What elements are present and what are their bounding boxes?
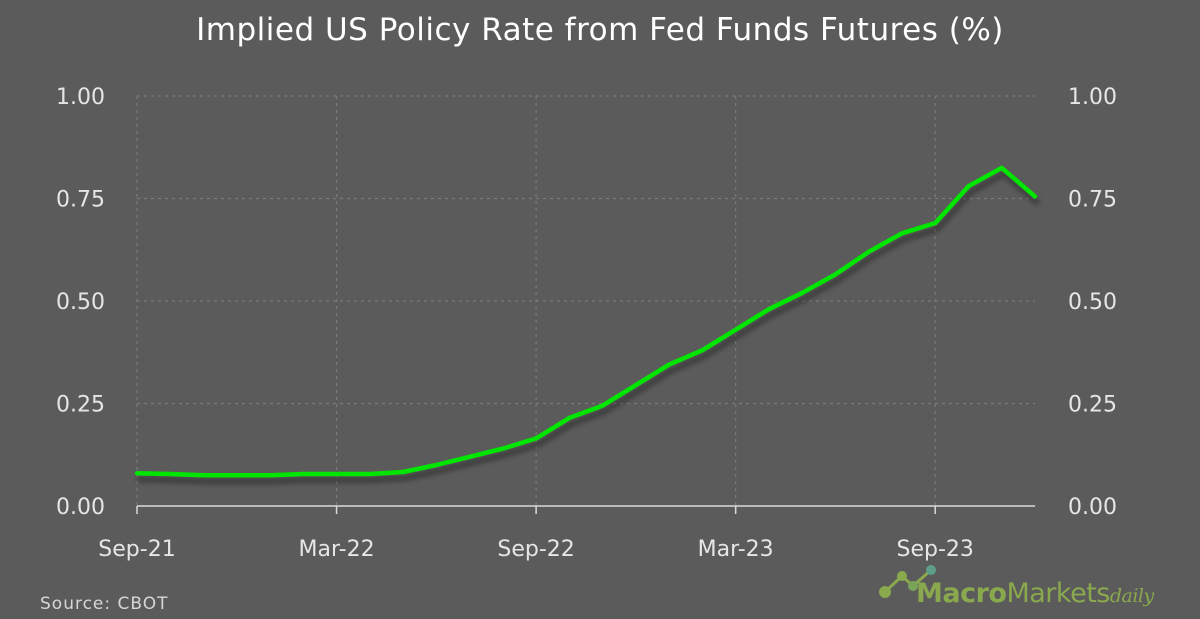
x-tick-label: Mar-23 — [698, 537, 774, 562]
brand-markets: Markets — [1006, 578, 1110, 609]
y-tick-label-right: 1.00 — [1068, 85, 1117, 110]
x-tick-label: Sep-21 — [98, 537, 175, 562]
series-line-0 — [134, 165, 1038, 478]
source-note: Source: CBOT — [40, 594, 169, 614]
brand-daily: daily — [1109, 585, 1154, 607]
y-tick-label-right: 0.75 — [1068, 188, 1117, 213]
x-tick-label: Sep-23 — [897, 537, 974, 562]
y-tick-label-right: 0.00 — [1068, 495, 1117, 520]
brand-logo: MacroMarketsdaily — [876, 564, 1196, 616]
brand-wordmark: MacroMarketsdaily — [916, 578, 1154, 609]
y-tick-label-right: 0.50 — [1068, 290, 1117, 315]
y-tick-label-left: 0.50 — [56, 290, 105, 315]
y-tick-label-left: 1.00 — [56, 85, 105, 110]
x-tick-label: Mar-22 — [299, 537, 375, 562]
y-tick-label-left: 0.00 — [56, 495, 105, 520]
line-chart-nodes-icon — [879, 565, 936, 598]
axes: 0.00 0.00 0.25 0.25 0.50 0.50 0.75 0.75 1.00 1.00… — [56, 85, 1117, 562]
y-tick-label-left: 0.75 — [56, 188, 105, 213]
series-layer — [134, 165, 1038, 478]
y-tick-label-left: 0.25 — [56, 393, 105, 418]
brand-macro: Macro — [916, 578, 1007, 609]
gridlines — [136, 95, 1035, 506]
x-tick-label: Sep-22 — [497, 537, 574, 562]
chart-title: Implied US Policy Rate from Fed Funds Fu… — [196, 12, 1004, 48]
y-tick-label-right: 0.25 — [1068, 393, 1117, 418]
